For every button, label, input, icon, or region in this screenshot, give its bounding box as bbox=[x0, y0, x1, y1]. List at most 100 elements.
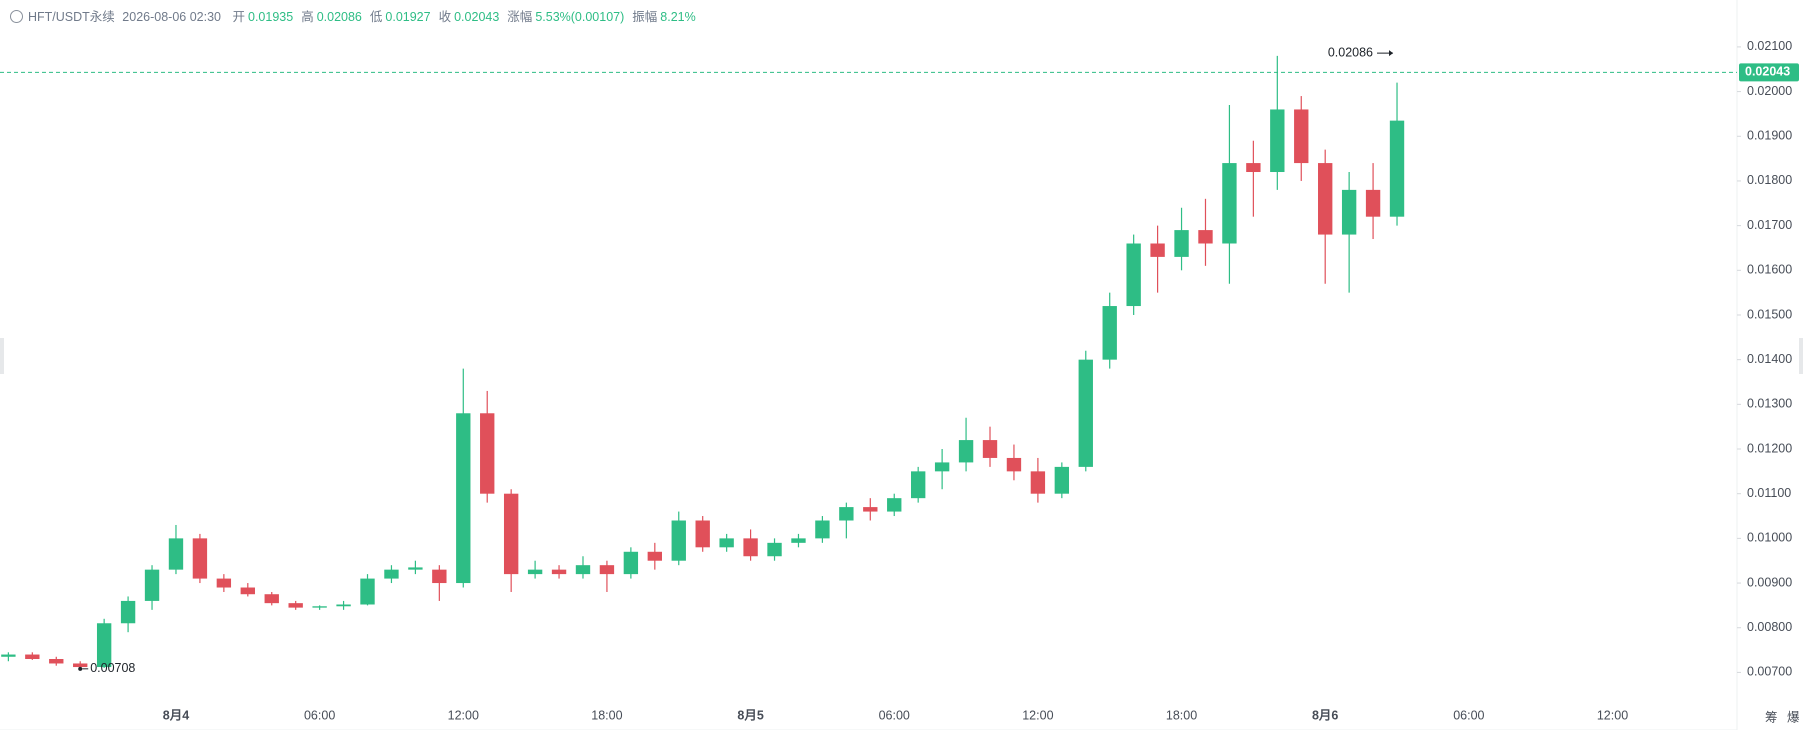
y-tick-label: 0.01900 bbox=[1747, 129, 1792, 143]
field-label: 收 bbox=[438, 10, 452, 24]
field-label: 开 bbox=[232, 10, 245, 24]
candle-body bbox=[360, 578, 375, 605]
candle-body bbox=[144, 569, 160, 601]
candle-body bbox=[312, 606, 327, 608]
candle-body bbox=[958, 440, 974, 463]
candle-body bbox=[1246, 163, 1261, 173]
candle-body bbox=[1389, 120, 1405, 217]
x-tick-label: 06:00 bbox=[1453, 708, 1484, 722]
x-tick-label: 12:00 bbox=[1022, 708, 1053, 722]
y-tick-label: 0.01100 bbox=[1747, 486, 1791, 500]
candle-body bbox=[671, 520, 686, 561]
x-tick-label: 12:00 bbox=[1597, 708, 1628, 722]
candle-body bbox=[240, 587, 255, 595]
candle-body bbox=[288, 603, 303, 608]
candle-body bbox=[456, 413, 471, 584]
annotation-dot bbox=[78, 666, 83, 671]
candle-body bbox=[910, 471, 926, 499]
x-tick-label: 12:00 bbox=[448, 708, 479, 722]
candle-body bbox=[791, 538, 806, 543]
candle-body bbox=[647, 551, 662, 561]
candle-body bbox=[503, 493, 519, 575]
y-tick-label: 0.00800 bbox=[1747, 620, 1792, 634]
candle-body bbox=[623, 551, 639, 575]
last-price-box bbox=[1739, 63, 1799, 82]
candle-body bbox=[551, 569, 567, 575]
candle-body bbox=[1294, 109, 1309, 164]
candle-body bbox=[73, 663, 88, 668]
candle-body bbox=[839, 507, 854, 521]
y-tick-label: 0.01200 bbox=[1747, 441, 1792, 455]
side-tab[interactable]: 爆 bbox=[1787, 710, 1800, 724]
candle-body bbox=[1054, 466, 1070, 494]
y-tick-label: 0.01000 bbox=[1747, 531, 1792, 545]
field-value: 0.02043 bbox=[454, 10, 500, 24]
y-tick-label: 0.00700 bbox=[1747, 665, 1792, 679]
candle-body bbox=[982, 440, 998, 458]
field-value: 0.01927 bbox=[385, 10, 431, 24]
field-value: 8.21% bbox=[660, 10, 696, 24]
y-tick-label: 0.01400 bbox=[1747, 352, 1792, 366]
x-tick-label: 06:00 bbox=[879, 708, 910, 722]
candle-body bbox=[767, 542, 782, 557]
candle-body bbox=[1318, 163, 1333, 235]
candle-body bbox=[887, 498, 902, 512]
candle-body bbox=[432, 569, 447, 584]
field-label: 涨幅 bbox=[507, 10, 533, 24]
candle-body bbox=[1341, 189, 1357, 235]
candle-body bbox=[1270, 109, 1285, 173]
x-tick-label: 06:00 bbox=[304, 708, 335, 722]
candle-body bbox=[25, 654, 40, 660]
y-tick-label: 0.00900 bbox=[1747, 575, 1792, 589]
candle-body bbox=[695, 520, 710, 548]
left-handle[interactable] bbox=[0, 338, 4, 374]
annotation-arrowhead bbox=[1389, 50, 1394, 57]
candle-body bbox=[743, 538, 758, 557]
candle-body bbox=[575, 565, 591, 575]
candle-body bbox=[384, 569, 399, 579]
header: HFT/USDT永续 2026-08-06 02:30 开 0.01935 高 0.0… bbox=[10, 6, 704, 25]
candle-body bbox=[934, 462, 950, 472]
y-tick-label: 0.01600 bbox=[1747, 263, 1792, 277]
candle-body bbox=[192, 538, 208, 579]
candle-body bbox=[1078, 359, 1093, 467]
candle-body bbox=[1006, 457, 1022, 472]
candle-body bbox=[527, 569, 543, 575]
candle-body bbox=[168, 538, 184, 570]
side-tab[interactable]: 筹 bbox=[1765, 709, 1778, 724]
candle-body bbox=[1198, 230, 1213, 244]
candle-body bbox=[1030, 471, 1046, 494]
candle-body bbox=[49, 659, 64, 664]
candle-body bbox=[1365, 189, 1381, 217]
x-tick-label: 18:00 bbox=[1166, 708, 1197, 722]
field-label: 高 bbox=[301, 10, 314, 24]
y-tick-label: 0.01300 bbox=[1747, 397, 1792, 411]
candle-body bbox=[1150, 243, 1165, 257]
annotation-label: 0.02086 bbox=[1328, 45, 1373, 59]
x-tick-label: 18:00 bbox=[591, 708, 622, 722]
candle-body bbox=[863, 507, 878, 512]
field-value: 0.02086 bbox=[316, 10, 362, 24]
candle-body bbox=[216, 578, 232, 588]
symbol: HFT/USDT永续 bbox=[28, 10, 115, 24]
candle-body bbox=[408, 567, 423, 570]
y-tick-label: 0.02000 bbox=[1747, 84, 1792, 98]
y-tick-label: 0.01800 bbox=[1747, 173, 1792, 187]
candle-body bbox=[264, 594, 279, 604]
candle-body bbox=[336, 604, 351, 607]
time: 2026-08-06 02:30 bbox=[122, 10, 221, 24]
right-handle[interactable] bbox=[1799, 338, 1803, 374]
x-tick-label: 8月4 bbox=[163, 708, 189, 722]
candle-body bbox=[1222, 163, 1237, 244]
candle-body bbox=[815, 520, 830, 539]
candle-body bbox=[1174, 230, 1189, 257]
field-value: 0.01935 bbox=[248, 10, 294, 24]
candle-body bbox=[599, 565, 615, 575]
y-tick-label: 0.01700 bbox=[1747, 218, 1792, 232]
field-label: 低 bbox=[369, 10, 383, 24]
annotation-label: 0.00708 bbox=[90, 661, 135, 675]
y-tick-label: 0.02100 bbox=[1747, 39, 1792, 53]
collapse-icon[interactable] bbox=[10, 10, 23, 23]
